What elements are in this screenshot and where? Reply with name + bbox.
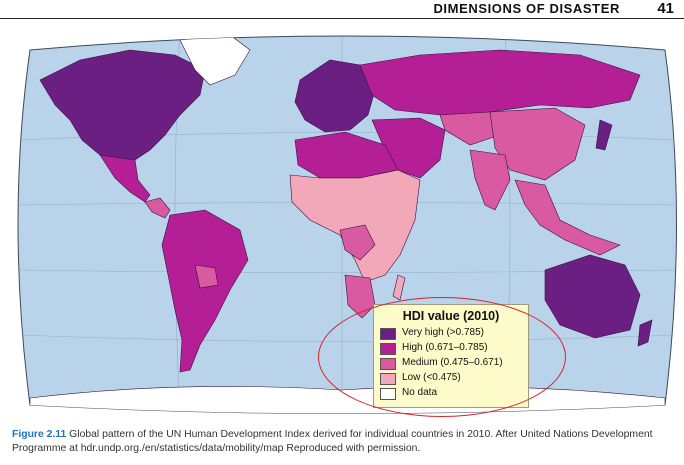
greenland [179, 36, 251, 86]
figure-caption: Figure 2.11 Global pattern of the UN Hum… [12, 428, 676, 456]
south-america [161, 209, 249, 373]
europe [294, 59, 376, 133]
china [489, 107, 586, 181]
japan [595, 119, 613, 151]
india [469, 149, 511, 211]
central-africa [339, 224, 376, 261]
figure-label: Figure 2.11 [12, 429, 67, 440]
sub-saharan-africa [289, 169, 421, 283]
page-header: DIMENSIONS OF DISASTER 41 [0, 0, 684, 20]
bolivia [194, 264, 219, 289]
world-map [0, 20, 684, 420]
russia [359, 49, 641, 116]
new-zealand [637, 319, 653, 347]
header-rule [0, 18, 684, 19]
world-map-svg [17, 35, 677, 414]
caption-text: Global pattern of the UN Human Developme… [12, 429, 653, 454]
page-number: 41 [657, 0, 674, 17]
red-highlight-ellipse [318, 297, 566, 417]
mexico [99, 154, 151, 203]
central-america [144, 197, 171, 219]
north-america [39, 49, 206, 161]
australia [544, 254, 641, 339]
running-title: DIMENSIONS OF DISASTER [433, 1, 620, 16]
southeast-asia [514, 179, 621, 256]
central-asia [439, 111, 501, 146]
